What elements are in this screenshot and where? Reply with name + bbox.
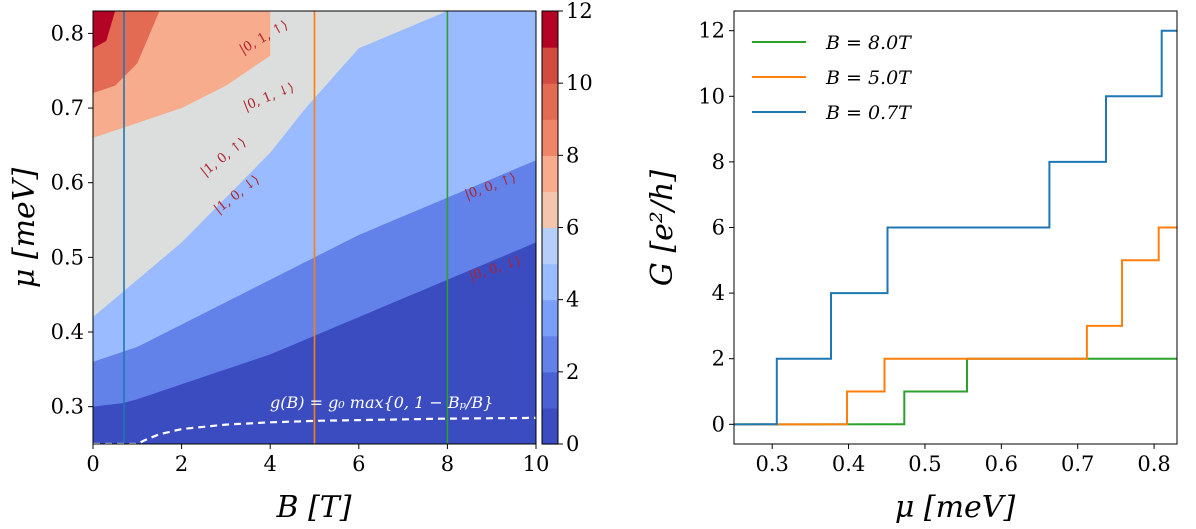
region-level-12 (93, 11, 116, 49)
colorbar-tick-label: 2 (566, 360, 579, 384)
line-y-ticks: 0 2 4 6 8 10 12 (698, 19, 734, 436)
colorbar-band (542, 83, 558, 120)
y-tick-label: 6 (712, 216, 725, 240)
cut-lines (123, 11, 449, 444)
y-tick-label: 0.7 (51, 96, 84, 120)
colorbar-band (542, 47, 558, 84)
series-line-blue (734, 29, 1177, 426)
heatmap-y-ticks: 0.3 0.4 0.5 0.6 0.7 0.8 (51, 21, 93, 419)
heatmap-x-ticks: 0 2 4 6 8 10 (86, 444, 549, 476)
colorbar-tick-label: 4 (566, 288, 579, 312)
y-tick-label: 0.4 (51, 320, 84, 344)
colorbar-ticks: 0 2 4 6 8 10 12 (558, 0, 593, 456)
heatmap-x-label: B [T] (276, 490, 352, 525)
x-tick-label: 6 (352, 452, 365, 476)
y-tick-label: 12 (698, 19, 725, 43)
legend-label-green: B = 8.0T (825, 32, 912, 54)
y-tick-label: 0 (712, 412, 725, 436)
x-tick-label: 4 (264, 452, 277, 476)
heatmap-frame (92, 10, 537, 445)
x-tick-label: 0 (86, 452, 99, 476)
line-series (734, 29, 1177, 426)
x-tick-label: 0.7 (1061, 452, 1094, 476)
colorbar-band (542, 155, 558, 193)
line-x-ticks: 0.3 0.4 0.5 0.6 0.7 0.8 (755, 444, 1171, 476)
x-tick-label: 0.4 (832, 452, 865, 476)
colorbar-band (542, 191, 558, 229)
colorbar-band (542, 371, 558, 409)
legend-label-blue: B = 0.7T (825, 102, 912, 124)
colorbar-band (542, 119, 558, 156)
colorbar-tick-label: 10 (566, 71, 593, 95)
y-tick-label: 0.5 (51, 245, 84, 269)
dashed-curve-group (93, 416, 536, 444)
series-line-orange (734, 226, 1177, 426)
colorbar-band (542, 299, 558, 337)
line-x-label: μ [meV] (895, 490, 1016, 525)
colorbar-band (542, 407, 558, 445)
x-tick-label: 0.3 (755, 452, 788, 476)
colorbar-band (542, 227, 558, 265)
region-level-10 (93, 11, 160, 94)
legend: B = 8.0T B = 5.0T B = 0.7T (752, 32, 912, 124)
y-tick-label: 0.6 (51, 171, 84, 195)
colorbar-tick-label: 0 (566, 432, 579, 456)
x-tick-label: 0.5 (908, 452, 941, 476)
y-tick-label: 4 (712, 281, 725, 305)
colorbar-band (542, 11, 558, 48)
colorbar-band (542, 335, 558, 373)
colorbar: 0 2 4 6 8 10 12 (541, 0, 593, 456)
dashed-curve-label: g(B) = g₀ max{0, 1 − Bₚ/B} (270, 393, 493, 412)
y-tick-label: 0.3 (51, 395, 84, 419)
heatmap-panel: g(B) = g₀ max{0, 1 − Bₚ/B} |0, 1, ↑⟩|0, … (7, 10, 549, 525)
colorbar-tick-label: 6 (566, 216, 579, 240)
y-tick-label: 10 (698, 84, 725, 108)
y-tick-label: 8 (712, 150, 725, 174)
legend-label-orange: B = 5.0T (825, 67, 912, 89)
y-tick-label: 0.8 (51, 21, 84, 45)
colorbar-tick-label: 8 (566, 143, 579, 167)
heatmap-y-label: μ [meV] (7, 168, 42, 289)
colorbar-bands (542, 11, 558, 445)
x-tick-label: 10 (523, 452, 550, 476)
x-tick-label: 8 (441, 452, 454, 476)
colorbar-band (542, 263, 558, 301)
y-tick-label: 2 (712, 347, 725, 371)
colorbar-tick-label: 12 (566, 0, 593, 23)
line-panel: 0.3 0.4 0.5 0.6 0.7 0.8 0 2 4 6 8 10 12 μ [meV] G [… (645, 10, 1178, 525)
dashed-curve (93, 416, 536, 444)
x-tick-label: 0.6 (985, 452, 1018, 476)
x-tick-label: 0.8 (1137, 452, 1170, 476)
x-tick-label: 2 (175, 452, 188, 476)
series-line-green (734, 357, 1177, 426)
line-y-label: G [e²/h] (645, 170, 680, 286)
